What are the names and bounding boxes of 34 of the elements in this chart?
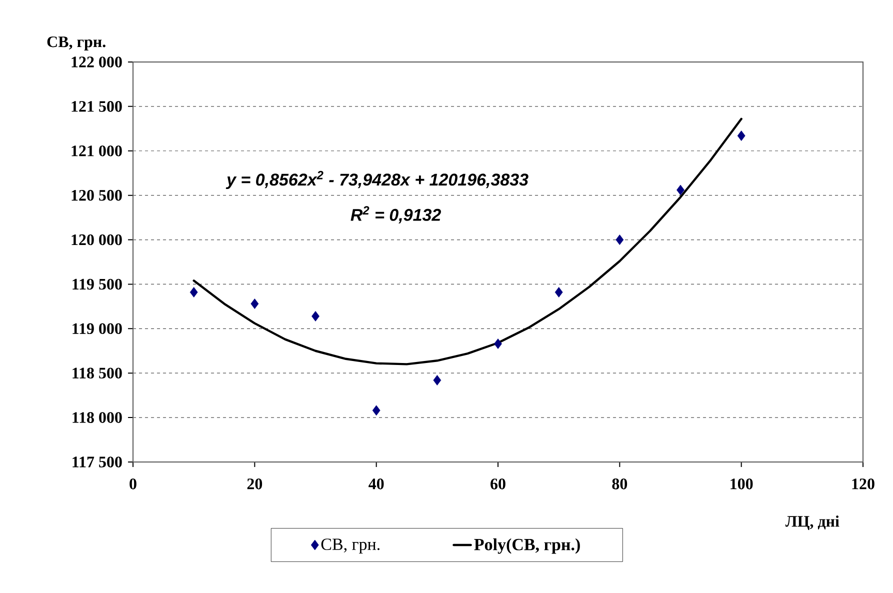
y-tick-label: 119 000 bbox=[72, 323, 122, 334]
point bbox=[494, 338, 502, 349]
line-series bbox=[192, 118, 742, 366]
point bbox=[554, 287, 563, 298]
point bbox=[372, 405, 380, 416]
point bbox=[250, 298, 259, 309]
x-tick-label: 120 bbox=[852, 478, 874, 490]
y-tick-label: 118 000 bbox=[72, 412, 122, 423]
x-axis-title: ЛЦ, дні bbox=[785, 516, 840, 530]
y-axis-title: СВ, грн. bbox=[47, 36, 106, 50]
annotation: R$^{2}$ = 0,9132 bbox=[350, 206, 441, 224]
y-tick-label: 122 000 bbox=[72, 56, 122, 68]
y-tick-label: 118 500 bbox=[72, 368, 122, 378]
y-tick-label: 117 500 bbox=[72, 456, 122, 468]
legend-label: СВ, грн. bbox=[321, 538, 380, 554]
point bbox=[676, 184, 684, 196]
x-tick-label: 40 bbox=[368, 478, 384, 490]
y-tick-label: 120 000 bbox=[72, 234, 122, 246]
y-tick-label: 119 500 bbox=[72, 278, 122, 290]
legend-label: Poly(СВ, грн.) bbox=[474, 538, 580, 554]
point bbox=[737, 130, 746, 141]
x-tick-label: 100 bbox=[730, 478, 753, 490]
x-tick-label: 80 bbox=[612, 478, 628, 490]
x-tick-label: 0 bbox=[130, 478, 136, 490]
point bbox=[312, 311, 320, 322]
annotation: y = 0,8562x$^{2}$ - 73,9428x + 120196,3833 bbox=[226, 170, 528, 190]
y-tick-label: 121 500 bbox=[72, 101, 122, 112]
x-tick-label: 20 bbox=[247, 478, 262, 490]
y-tick-label: 121 000 bbox=[72, 145, 122, 156]
point bbox=[433, 375, 442, 386]
x-tick-label: 60 bbox=[490, 478, 506, 490]
y-tick-label: 120 500 bbox=[72, 190, 122, 201]
point bbox=[190, 287, 198, 298]
point bbox=[616, 234, 624, 245]
